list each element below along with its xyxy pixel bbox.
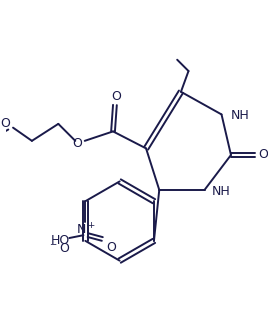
Text: HO: HO	[51, 234, 70, 247]
Text: O: O	[106, 241, 116, 254]
Text: N$^+$: N$^+$	[76, 222, 95, 237]
Text: NH: NH	[231, 109, 250, 122]
Text: O: O	[258, 148, 268, 162]
Text: O: O	[111, 90, 121, 103]
Text: O: O	[1, 117, 10, 131]
Text: $^-$O: $^-$O	[48, 242, 70, 255]
Text: O: O	[72, 137, 82, 150]
Text: NH: NH	[212, 185, 231, 198]
